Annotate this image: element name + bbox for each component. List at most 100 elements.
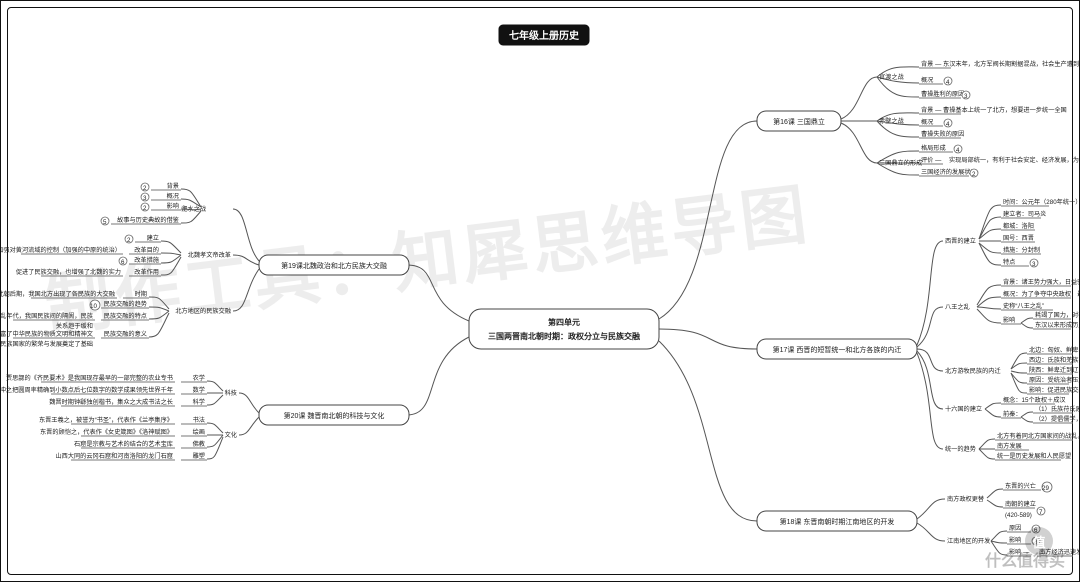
center-node	[469, 309, 659, 349]
svg-text:关系趋于缓和: 关系趋于缓和	[56, 322, 93, 330]
svg-text:时期: 时期	[135, 290, 147, 298]
svg-text:陕西：鲜卑迁到辽西: 陕西：鲜卑迁到辽西	[1029, 366, 1080, 374]
svg-text:4: 4	[956, 147, 960, 154]
svg-text:国号：西晋: 国号：西晋	[1003, 235, 1034, 242]
svg-text:原因: 原因	[1009, 525, 1021, 532]
svg-text:2: 2	[143, 205, 147, 212]
svg-text:统一的趋势: 统一的趋势	[945, 445, 976, 453]
svg-text:3: 3	[964, 93, 968, 100]
svg-text:学习和接受汉族先进文化，加强对黄河流域的控制（加强的中原的统: 学习和接受汉族先进文化，加强对黄河流域的控制（加强的中原的统治）	[1, 246, 121, 254]
lesson19-label: 第19课北魏政治和北方民族大交融	[281, 261, 387, 270]
svg-text:民族关系有时矛盾激化，甚至发生战争…战乱年代，我国民族间的隔: 民族关系有时矛盾激化，甚至发生战争…战乱年代，我国民族间的隔阂，民族	[1, 312, 93, 320]
svg-text:措施：分封制: 措施：分封制	[1003, 246, 1040, 254]
svg-text:背景 — 曹操基本上统一了北方，想要进一步统一全国: 背景 — 曹操基本上统一了北方，想要进一步统一全国	[921, 106, 1067, 114]
center-line1: 第四单元	[548, 317, 580, 327]
lesson18-label: 第18课 东晋南朝时期江南地区的开发	[780, 517, 895, 526]
svg-text:石窟是宗教与艺术的结合的艺术宝库: 石窟是宗教与艺术的结合的艺术宝库	[74, 440, 173, 448]
svg-text:三国经济的发展状况: 三国经济的发展状况	[921, 168, 977, 176]
svg-text:(420-589): (420-589)	[1005, 512, 1032, 519]
svg-text:祖冲之把圆周率精确到小数点后七位数字的数学成果领先世界千年: 祖冲之把圆周率精确到小数点后七位数字的数学成果领先世界千年	[1, 386, 173, 394]
lesson17-label: 第17课 西晋的短暂统一和北方各族的内迁	[773, 345, 902, 354]
svg-text:十六国的建立: 十六国的建立	[945, 405, 982, 413]
header-text: 七年级上册历史	[509, 29, 580, 42]
svg-text:江南地区的开发: 江南地区的开发	[947, 537, 990, 545]
svg-text:背景 — 东汉末年，北方军阀长期割据混战，社会生产遭到严重破: 背景 — 东汉末年，北方军阀长期割据混战，社会生产遭到严重破坏	[921, 60, 1080, 68]
svg-text:概况: 概况	[167, 192, 179, 200]
svg-text:农学: 农学	[193, 374, 205, 382]
svg-text:八王之乱: 八王之乱	[945, 303, 970, 311]
svg-text:科技: 科技	[225, 389, 237, 397]
svg-text:统一是历史发展和人民愿望: 统一是历史发展和人民愿望	[997, 452, 1071, 460]
svg-text:曹操失败的原因: 曹操失败的原因	[921, 130, 964, 138]
svg-text:史称“八王之乱”: 史称“八王之乱”	[1003, 302, 1044, 310]
svg-text:北朝后期，我国北方出现了各民族的大交融: 北朝后期，我国北方出现了各民族的大交融	[1, 290, 115, 298]
svg-text:北边：匈奴、鲜卑、羯内迁: 北边：匈奴、鲜卑、羯内迁	[1029, 346, 1080, 354]
svg-text:原因：受统治者压迫: 原因：受统治者压迫	[1029, 376, 1080, 384]
svg-text:概况: 概况	[921, 76, 933, 84]
svg-text:文化: 文化	[225, 431, 237, 439]
svg-text:2: 2	[972, 171, 976, 178]
svg-text:格局形成: 格局形成	[921, 144, 946, 152]
svg-text:概况：为了争夺中央政权，最终演变: 概况：为了争夺中央政权，最终演变	[1003, 290, 1080, 298]
svg-text:影响: 影响	[167, 202, 179, 210]
svg-text:民族交融的趋势: 民族交融的趋势	[104, 300, 147, 308]
svg-text:背景: 背景	[167, 182, 179, 190]
logo-badge: 值	[1025, 527, 1053, 555]
svg-text:（2）提倡儒学，始于苻坚统治: （2）提倡儒学，始于苻坚统治	[1035, 415, 1080, 423]
svg-text:（1）氐族苻氏建立政权，统一黄河流域: （1）氐族苻氏建立政权，统一黄河流域	[1035, 405, 1080, 413]
svg-text:4: 4	[946, 121, 950, 128]
svg-text:民族交融的特点: 民族交融的特点	[104, 312, 147, 320]
svg-text:东汉以来形成历史上第一次大规模的人口迁徙高潮: 东汉以来形成历史上第一次大规模的人口迁徙高潮	[1035, 321, 1080, 329]
svg-text:前秦：: 前秦：	[1003, 410, 1022, 418]
svg-text:影响：促进民族交融: 影响：促进民族交融	[1029, 386, 1080, 394]
svg-text:29: 29	[1042, 485, 1049, 492]
svg-text:5: 5	[103, 219, 107, 226]
svg-text:3: 3	[1032, 261, 1036, 268]
svg-text:西晋的建立: 西晋的建立	[945, 237, 976, 245]
svg-text:建立: 建立	[147, 234, 159, 242]
svg-text:东晋王羲之，被誉为“书圣”，代表作《兰亭集序》: 东晋王羲之，被誉为“书圣”，代表作《兰亭集序》	[39, 416, 173, 424]
svg-text:曹操胜利的原因: 曹操胜利的原因	[921, 90, 964, 98]
svg-text:南方发展: 南方发展	[997, 442, 1022, 450]
svg-text:西边：氐族和羌族内迁: 西边：氐族和羌族内迁	[1029, 356, 1080, 364]
svg-text:都城：洛阳: 都城：洛阳	[1003, 222, 1034, 230]
svg-text:北方有着同北方国家间的战乱，民族间矛盾: 北方有着同北方国家间的战乱，民族间矛盾	[997, 432, 1080, 440]
svg-text:贾思勰的《齐民要术》是我国现存最早的一部完整的农业专书: 贾思勰的《齐民要术》是我国现存最早的一部完整的农业专书	[6, 374, 173, 382]
svg-text:时间：公元年（280年统一）: 时间：公元年（280年统一）	[1003, 198, 1080, 206]
svg-text:山西大同的云冈石窟和河南洛阳的龙门石窟: 山西大同的云冈石窟和河南洛阳的龙门石窟	[55, 452, 173, 460]
svg-text:建立者：司马炎: 建立者：司马炎	[1003, 210, 1046, 218]
svg-text:书法: 书法	[193, 416, 205, 424]
svg-text:影响: 影响	[1009, 536, 1021, 544]
svg-text:概念：15个政权＋成汉: 概念：15个政权＋成汉	[1003, 396, 1066, 404]
svg-text:化，并为以后隋唐时期多民族国家的繁荣与发展奠定了基础: 化，并为以后隋唐时期多民族国家的繁荣与发展奠定了基础	[1, 340, 93, 348]
svg-text:6: 6	[121, 259, 125, 266]
svg-text:东晋的兴亡: 东晋的兴亡	[1005, 482, 1036, 490]
svg-text:4: 4	[946, 79, 950, 86]
svg-text:3: 3	[143, 195, 147, 202]
svg-text:官渡之战: 官渡之战	[879, 73, 905, 81]
svg-text:民族交融的意义: 民族交融的意义	[104, 330, 147, 338]
svg-text:促进了民族交融，也增强了北魏的实力: 促进了民族交融，也增强了北魏的实力	[16, 268, 121, 276]
svg-text:北方游牧民族的内迁: 北方游牧民族的内迁	[945, 367, 1001, 375]
svg-text:佛教: 佛教	[193, 440, 205, 448]
svg-text:魏晋时期钟繇独创楷书，集众之大成书法之长: 魏晋时期钟繇独创楷书，集众之大成书法之长	[49, 398, 173, 406]
svg-text:赤壁之战: 赤壁之战	[879, 117, 905, 125]
lesson20-label: 第20课 魏晋南北朝的科技与文化	[284, 411, 385, 420]
svg-text:改革措施: 改革措施	[134, 256, 159, 264]
svg-text:雕塑: 雕塑	[193, 452, 205, 460]
svg-text:7: 7	[1039, 509, 1043, 516]
svg-text:影响: 影响	[1003, 316, 1015, 324]
center-line2: 三国两晋南北朝时期：政权分立与民族交融	[488, 331, 640, 341]
svg-text:2: 2	[127, 237, 131, 244]
svg-text:10: 10	[90, 303, 97, 310]
mindmap-canvas: 七年级上册历史 第四单元 三国两晋南北朝时期：政权分立与民族交融 第16课 三国…	[1, 1, 1080, 582]
svg-text:2: 2	[143, 185, 147, 192]
svg-text:绘画: 绘画	[193, 428, 205, 436]
svg-text:三国鼎立的形成: 三国鼎立的形成	[879, 159, 922, 167]
svg-text:故事与历史典故的借鉴: 故事与历史典故的借鉴	[117, 216, 179, 224]
svg-text:评价 —: 评价 —	[921, 156, 942, 164]
svg-text:北方地区的民族交融: 北方地区的民族交融	[175, 307, 231, 315]
svg-text:耗竭了国力，对社会造成巨大: 耗竭了国力，对社会造成巨大	[1035, 311, 1080, 319]
svg-text:数学: 数学	[193, 386, 205, 394]
svg-text:东晋的顾恺之，代表作《女史箴图》《洛神赋图》: 东晋的顾恺之，代表作《女史箴图》《洛神赋图》	[40, 428, 173, 436]
